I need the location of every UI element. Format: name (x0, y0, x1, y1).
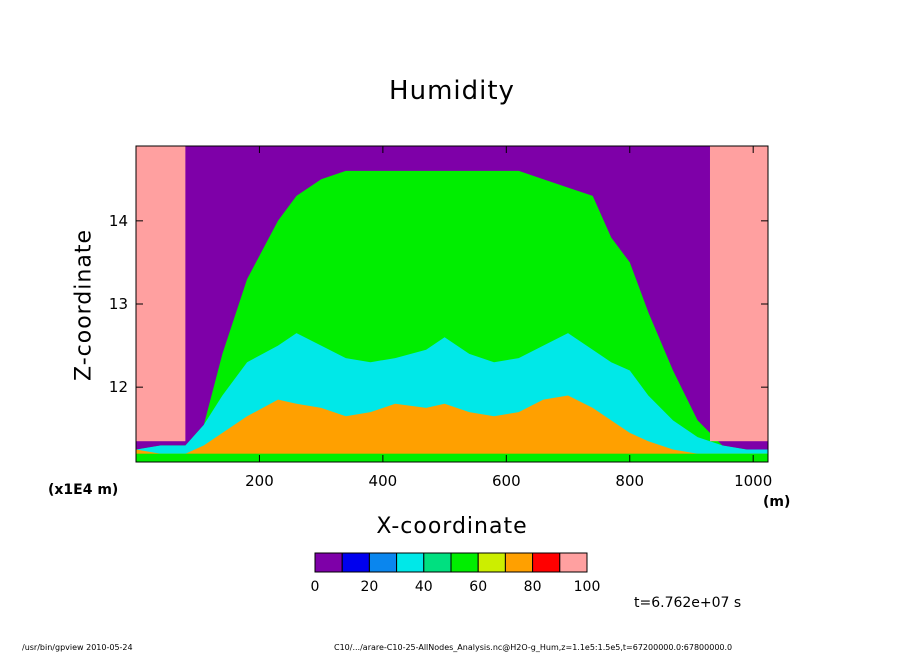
y-axis-label: Z-coordinate (71, 229, 97, 381)
colorbar-tick-label: 100 (574, 579, 601, 595)
colorbar-cell (396, 552, 425, 573)
x-tick-label: 600 (492, 472, 521, 490)
colorbar-cell (314, 552, 343, 573)
dry-region (136, 146, 768, 450)
colorbar-cell (368, 552, 398, 573)
x-tick-label: 400 (369, 472, 398, 490)
colorbar-cell (450, 552, 479, 573)
chart-title: Humidity (389, 76, 515, 106)
colorbar-tick-label: 0 (311, 579, 320, 595)
surface-strip (136, 453, 768, 462)
colorbar-cell (477, 552, 506, 573)
moist-layer (136, 395, 768, 462)
time-label: t=6.762e+07 s (634, 595, 742, 611)
right-moist-column (709, 146, 768, 442)
transition-layer (136, 333, 768, 462)
footer-left: /usr/bin/gpview 2010-05-24 (22, 643, 133, 652)
x-tick-label: 1000 (734, 472, 772, 490)
colorbar-cell (423, 552, 452, 573)
x-tick-label: 200 (245, 472, 274, 490)
colorbar-tick-label: 80 (524, 579, 542, 595)
y-tick-label: 14 (109, 212, 128, 230)
footer-right: C10/.../arare-C10-25-AllNodes_Analysis.n… (334, 643, 733, 652)
plot-frame (135, 145, 769, 463)
colorbar-cell (504, 552, 534, 573)
colorbar-cell (341, 552, 370, 573)
x-tick-label: 800 (615, 472, 644, 490)
x-axis-label: X-coordinate (376, 514, 528, 539)
colorbar-cell (559, 552, 588, 573)
colorbar-tick-label: 60 (469, 579, 487, 595)
surface-layer (136, 146, 768, 462)
x-unit-label: (m) (763, 494, 791, 510)
colorbar-cell (532, 552, 561, 573)
colorbar-tick-label: 40 (415, 579, 433, 595)
y-tick-label: 12 (109, 378, 128, 396)
y-tick-label: 13 (109, 295, 128, 313)
colorbar-tick-label: 20 (360, 579, 378, 595)
y-scale-label: (x1E4 m) (48, 482, 119, 498)
left-moist-column (136, 146, 186, 442)
